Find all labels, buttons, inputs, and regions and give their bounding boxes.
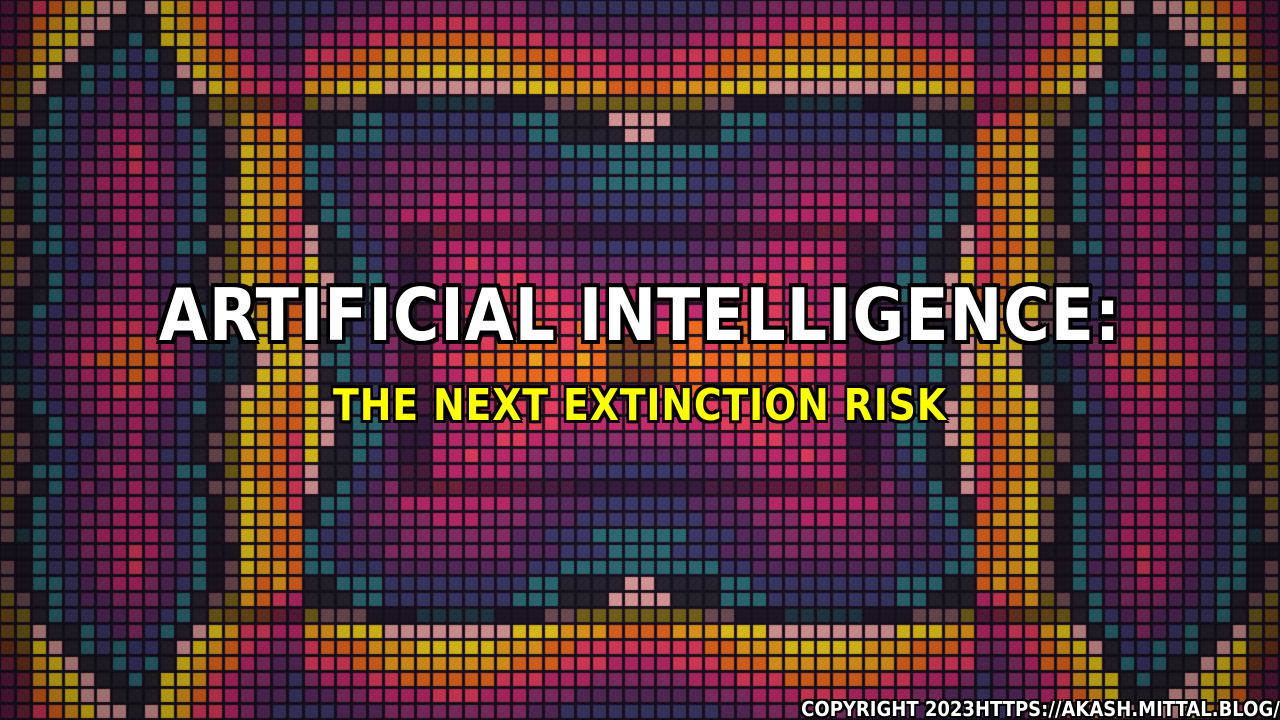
subheadline-text: THE NEXT EXTINCTION RISK <box>333 380 947 431</box>
headline-text: ARTIFICIAL INTELLIGENCE: <box>158 273 1122 357</box>
copyright-text: COPYRIGHT 2023HTTPS://AKASH.MITTAL.BLOG/ <box>801 697 1280 720</box>
